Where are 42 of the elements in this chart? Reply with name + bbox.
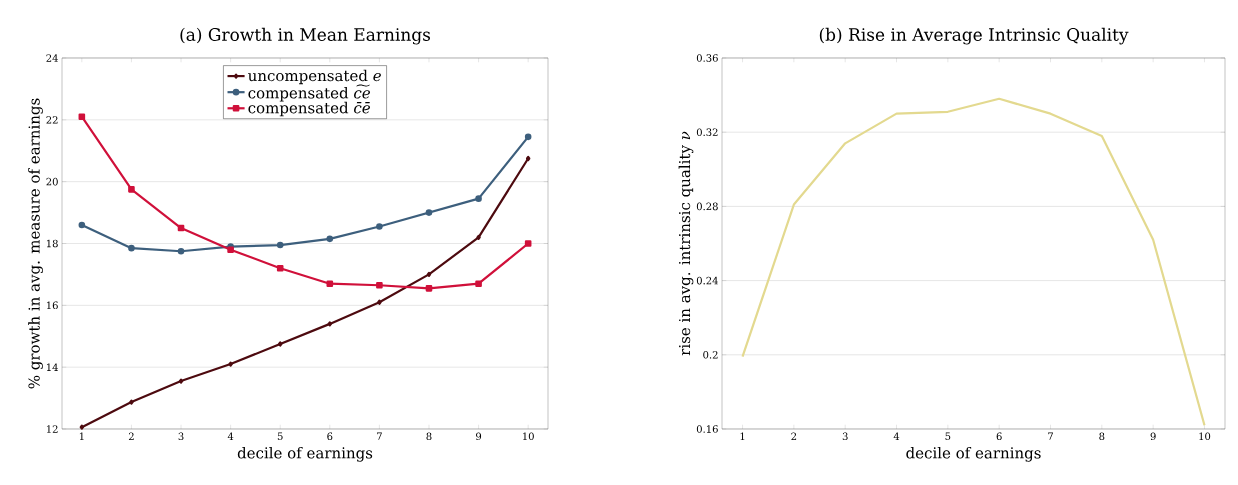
x-tick-label: 4 [227, 432, 234, 440]
x-tick-label: 6 [327, 432, 333, 441]
y-tick-label: 18 [46, 239, 58, 248]
x-tick-label: 5 [945, 432, 951, 440]
y-tick-label: 20 [46, 177, 58, 186]
chart-title: (a) Growth in Mean Earnings [180, 27, 431, 45]
x-tick-label: 2 [128, 432, 134, 440]
y-tick-label: 0.36 [696, 54, 718, 62]
y-axis-title: % growth in avg. measure of earnings [28, 98, 43, 389]
x-tick-label: 5 [277, 432, 283, 440]
y-tick-label: 0.24 [696, 276, 718, 285]
y-tick-label: 0.32 [696, 128, 718, 136]
x-tick-label: 8 [1099, 432, 1105, 441]
y-tick-label: 0.2 [703, 351, 718, 359]
y-tick-label: 0.16 [696, 425, 718, 433]
y-tick-label: 22 [46, 116, 58, 124]
legend-label: compensated c̄ē [248, 101, 370, 117]
x-axis-title: decile of earnings [237, 446, 373, 462]
x-tick-label: 4 [893, 432, 900, 440]
y-tick-label: 12 [46, 425, 58, 433]
x-tick-label: 1 [79, 432, 84, 440]
x-tick-label: 3 [842, 432, 848, 441]
y-tick-label: 24 [46, 54, 58, 62]
x-tick-label: 7 [377, 432, 382, 440]
legend-label: compensated c͠e [248, 84, 370, 102]
chart-title: (b) Rise in Average Intrinsic Quality [819, 27, 1129, 45]
y-tick-label: 0.28 [696, 202, 718, 211]
x-tick-label: 10 [1199, 432, 1211, 441]
x-tick-label: 1 [740, 432, 745, 440]
y-tick-label: 16 [46, 301, 58, 310]
legend-label: uncompensated e [248, 69, 381, 85]
x-tick-label: 9 [476, 432, 482, 441]
x-axis-title: decile of earnings [906, 446, 1041, 462]
y-axis-title: rise in avg. intrinsic quality ν [678, 131, 694, 356]
x-tick-label: 8 [426, 432, 432, 441]
x-tick-label: 6 [996, 432, 1002, 441]
x-tick-label: 9 [1150, 432, 1156, 441]
x-tick-label: 3 [178, 432, 184, 441]
x-tick-label: 10 [523, 432, 534, 441]
x-tick-label: 7 [1048, 432, 1053, 440]
y-tick-label: 14 [46, 363, 58, 371]
x-tick-label: 2 [791, 432, 797, 440]
